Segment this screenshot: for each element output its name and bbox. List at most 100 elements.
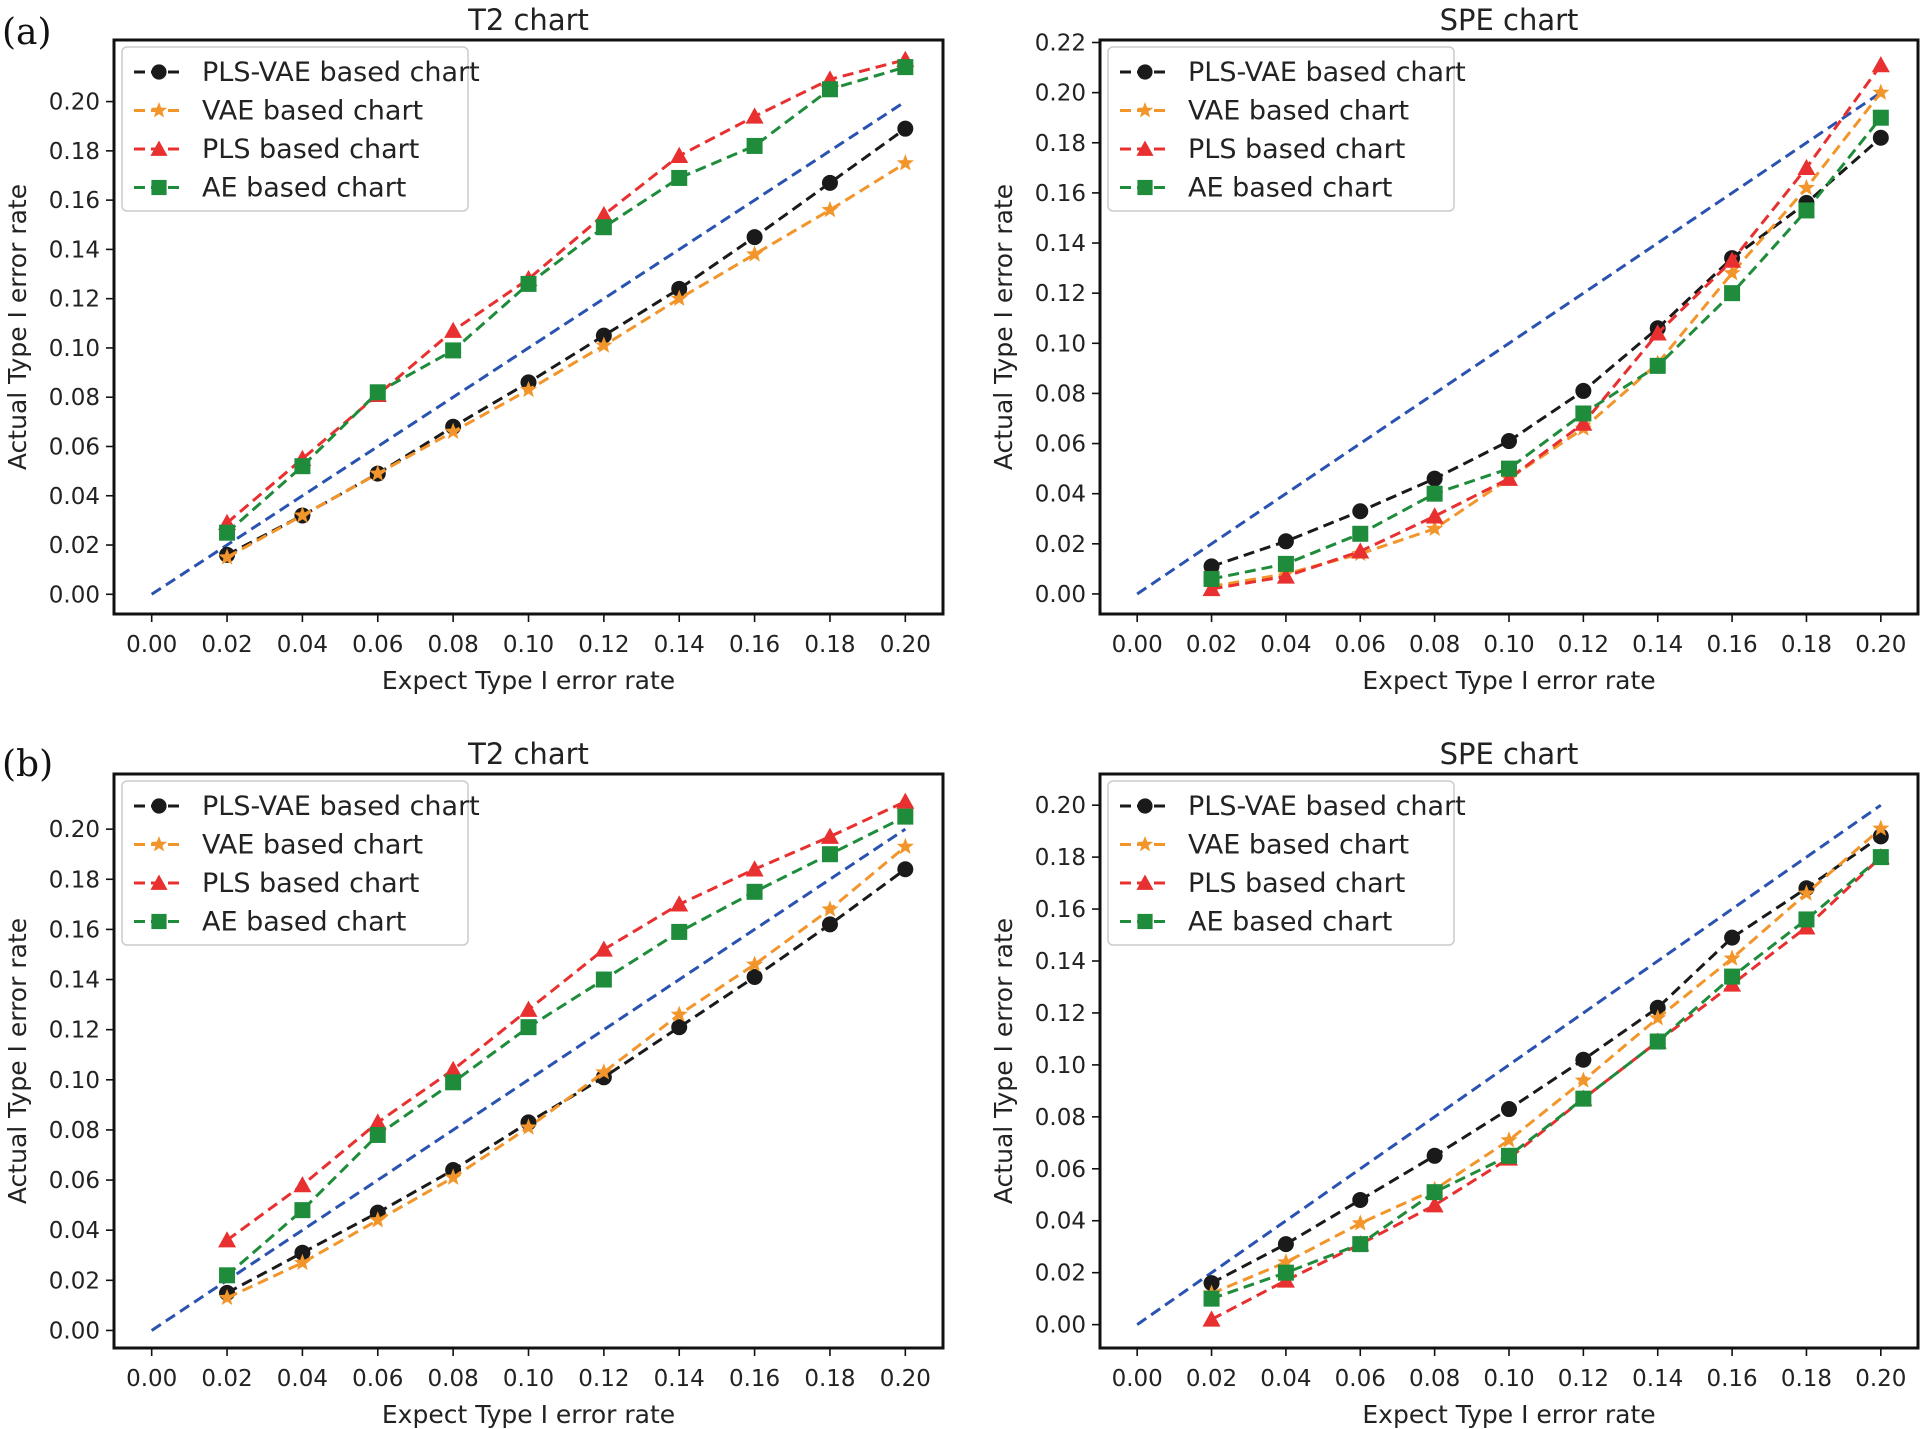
legend-marker-pls_vae (1137, 798, 1153, 814)
legend-entry: VAE based chart (1188, 830, 1409, 861)
x-axis-label: Expect Type I error rate (382, 1400, 675, 1429)
x-tick-label: 0.04 (277, 632, 328, 658)
x-tick-label: 0.02 (201, 632, 252, 658)
data-point-pls_vae (1352, 503, 1369, 520)
chart-b-t2-chart: T2 chart 0.00 0.02 0.04 0.06 0.08 0.10 0.12 0.14… (3, 737, 945, 1429)
legend-entry: PLS based chart (1188, 868, 1405, 899)
data-point-pls_vae (1575, 1051, 1592, 1068)
data-point-ae (1501, 460, 1517, 477)
x-tick-label: 0.10 (503, 632, 554, 658)
series-line-pls (1211, 64, 1883, 591)
data-point-vae (1277, 1253, 1295, 1270)
legend-entry: PLS based chart (202, 868, 419, 899)
data-point-pls_vae (1724, 929, 1741, 946)
data-point-ae (1352, 1236, 1369, 1253)
data-point-pls_vae (671, 280, 688, 297)
data-point-pls (1500, 469, 1518, 486)
data-point-ae (746, 137, 763, 154)
data-point-vae (746, 245, 764, 262)
legend-marker-pls (1136, 140, 1154, 156)
data-point-pls (1723, 251, 1742, 268)
legend-frame (121, 46, 469, 212)
x-tick-label: 0.08 (428, 632, 479, 658)
y-tick-label: 0.00 (49, 1318, 100, 1344)
x-tick-label: 0.06 (352, 632, 403, 658)
data-point-ae (445, 1074, 462, 1091)
x-tick-label: 0.14 (1632, 632, 1683, 658)
x-tick-label: 0.16 (729, 1366, 780, 1392)
y-axis-label: Actual Type I error rate (989, 918, 1018, 1204)
data-point-vae (293, 1253, 311, 1271)
legend-entry: PLS based chart (1188, 134, 1405, 165)
legend-marker-pls_vae (151, 64, 167, 80)
reference-line (1136, 803, 1882, 1326)
y-tick-label: 0.10 (1035, 331, 1086, 357)
y-tick-label: 0.08 (1035, 381, 1086, 407)
legend-entry: VAE based chart (202, 830, 423, 861)
series-line-pls (226, 800, 906, 1242)
data-point-pls_vae (897, 861, 914, 878)
data-point-ae (294, 1202, 311, 1219)
data-point-ae (219, 524, 236, 541)
x-tick-label: 0.18 (1781, 1366, 1832, 1392)
data-point-vae (519, 380, 538, 398)
x-tick-label: 0.08 (1409, 632, 1460, 658)
legend-marker-vae (1136, 835, 1154, 852)
x-tick-label: 0.10 (503, 1366, 554, 1392)
y-tick-label: 0.20 (49, 90, 100, 116)
x-tick-label: 0.16 (1706, 632, 1757, 658)
data-point-ae (595, 971, 612, 988)
x-axis-label: Expect Type I error rate (1362, 666, 1655, 695)
x-tick-label: 0.04 (1260, 632, 1311, 658)
data-point-ae (369, 384, 386, 401)
legend-marker-pls_vae (1137, 64, 1153, 80)
data-point-vae (1723, 264, 1741, 281)
data-point-pls_vae (595, 1069, 612, 1086)
data-point-pls (1648, 324, 1667, 341)
data-point-vae (595, 336, 613, 353)
series-line-ae (1211, 855, 1882, 1301)
data-point-vae (218, 548, 236, 565)
y-tick-label: 0.06 (49, 434, 100, 460)
data-point-ae (1575, 405, 1592, 422)
y-tick-label: 0.12 (49, 1018, 100, 1044)
x-tick-label: 0.02 (201, 1366, 252, 1392)
y-tick-label: 0.12 (49, 287, 100, 313)
y-tick-label: 0.14 (49, 237, 100, 263)
x-tick-label: 0.08 (428, 1366, 479, 1392)
x-tick-label: 0.06 (352, 1366, 403, 1392)
data-point-pls (1871, 56, 1890, 73)
series-line-pls_vae (226, 868, 907, 1295)
data-point-vae (821, 900, 839, 917)
x-tick-label: 0.20 (880, 632, 931, 658)
data-point-ae (219, 1267, 236, 1284)
data-point-ae (1872, 109, 1889, 126)
y-tick-label: 0.20 (1035, 81, 1086, 107)
y-tick-label: 0.08 (49, 385, 100, 411)
data-point-ae (1649, 1033, 1666, 1050)
x-tick-label: 0.12 (1558, 632, 1609, 658)
data-point-ae (1872, 849, 1889, 866)
legend-marker-pls (150, 140, 168, 156)
data-point-vae (293, 506, 311, 523)
data-point-vae (444, 1168, 462, 1185)
legend-entry: PLS-VAE based chart (202, 791, 480, 822)
y-tick-label: 0.12 (1035, 1001, 1086, 1027)
x-tick-label: 0.06 (1335, 1366, 1386, 1392)
legend: PLS-VAE based chart VAE based chart PLS ba… (1107, 46, 1466, 212)
data-point-pls_vae (1501, 433, 1517, 450)
legend-entry: VAE based chart (1188, 96, 1409, 127)
data-point-ae (1426, 485, 1443, 502)
x-tick-label: 0.20 (1855, 1366, 1906, 1392)
series-line-ae (226, 815, 906, 1277)
data-point-pls_vae (1203, 558, 1220, 575)
data-point-pls (594, 940, 613, 957)
x-tick-label: 0.14 (1632, 1366, 1683, 1392)
y-tick-label: 0.16 (1035, 897, 1086, 923)
data-point-ae (1426, 1184, 1443, 1201)
data-point-vae (1797, 178, 1816, 196)
x-tick-label: 0.20 (1855, 632, 1906, 658)
x-tick-label: 0.10 (1483, 1366, 1534, 1392)
y-tick-label: 0.00 (1035, 1313, 1086, 1339)
